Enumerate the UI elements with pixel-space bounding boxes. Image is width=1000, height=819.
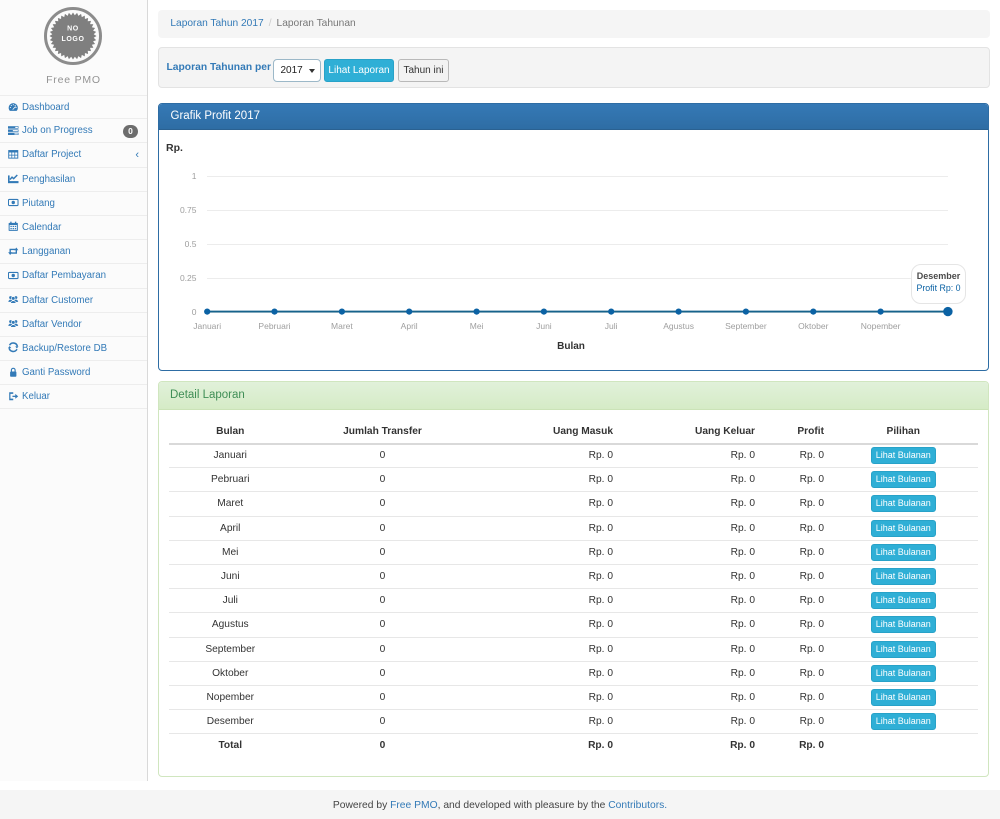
svg-text:NO: NO [67,25,79,32]
svg-text:LOGO: LOGO [61,36,84,43]
